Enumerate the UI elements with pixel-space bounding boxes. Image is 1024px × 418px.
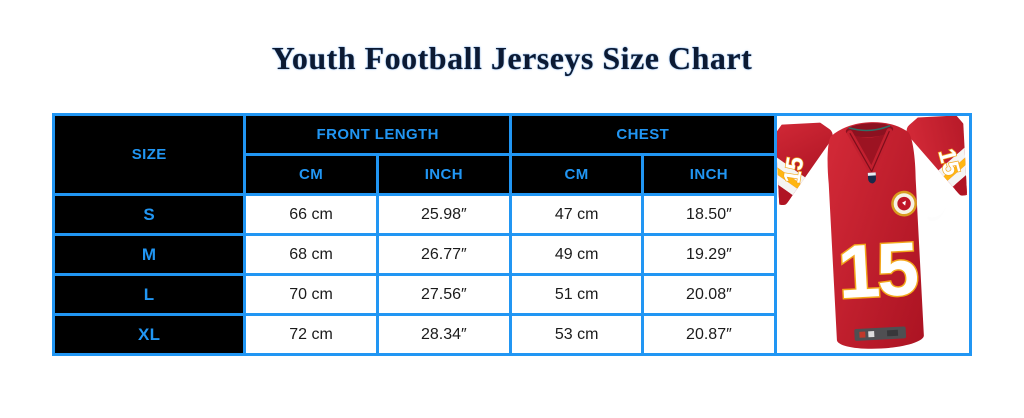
jersey-left-sleeve [778,117,833,205]
chest-cm-cell: 51 cm [508,273,645,316]
table-row: L 70 cm 27.56″ 51 cm 20.08″ [51,273,971,316]
header-front-length-cell: FRONT LENGTH [243,113,512,156]
table-row: M 68 cm 26.77″ 49 cm 19.29″ [51,233,971,276]
chest-cm-cell: 53 cm [508,313,645,356]
header-chest-cell: CHEST [508,113,777,156]
front-inch-cell: 27.56″ [375,273,512,316]
jersey-svg: 15 15 [778,117,968,349]
front-cm-cell: 68 cm [243,233,379,276]
subheader-front-cm: CM [243,153,379,196]
front-inch-cell: 28.34″ [375,313,512,356]
page-title: Youth Football Jerseys Size Chart [271,40,753,76]
subheader-front-inch: INCH [375,153,512,196]
size-cell-s: S [51,193,247,236]
chest-inch-cell: 20.87″ [641,313,777,356]
header-size-cell: SIZE [51,113,247,196]
jersey-collar [845,122,893,175]
chest-inch-cell: 18.50″ [641,193,777,236]
jersey-right-sleeve [906,117,968,196]
jersey-image-cell: 15 15 [773,113,973,356]
size-cell-l: L [51,273,247,316]
chest-cm-cell: 47 cm [508,193,645,236]
front-inch-cell: 25.98″ [375,193,512,236]
jersey-torso [827,121,924,349]
chest-inch-cell: 19.29″ [641,233,777,276]
chest-cm-cell: 49 cm [508,233,645,276]
front-cm-cell: 70 cm [243,273,379,316]
subheader-chest-inch: INCH [641,153,777,196]
size-cell-xl: XL [51,313,247,356]
header-row-units: CM INCH CM INCH [54,153,971,196]
nfl-shield-icon [867,171,876,184]
swoosh-icon [927,206,946,221]
front-inch-cell: 26.77″ [375,233,512,276]
size-chart-table: SIZE FRONT LENGTH CHEST [51,113,973,356]
table-row: XL 72 cm 28.34″ 53 cm 20.87″ [51,313,971,356]
jock-tag [854,326,906,341]
shoulder-number-left: 15 [779,155,809,185]
front-cm-cell: 72 cm [243,313,379,356]
header-row-groups: SIZE FRONT LENGTH CHEST [51,113,973,356]
size-cell-m: M [51,233,247,276]
front-cm-cell: 66 cm [243,193,379,236]
chest-inch-cell: 20.08″ [641,273,777,316]
jersey-product-image: 15 15 [778,117,968,352]
subheader-chest-cm: CM [508,153,645,196]
chest-number: 15 [836,226,919,314]
team-patch-icon [890,190,917,217]
table-row: S 66 cm 25.98″ 47 cm 18.50″ [51,193,971,236]
